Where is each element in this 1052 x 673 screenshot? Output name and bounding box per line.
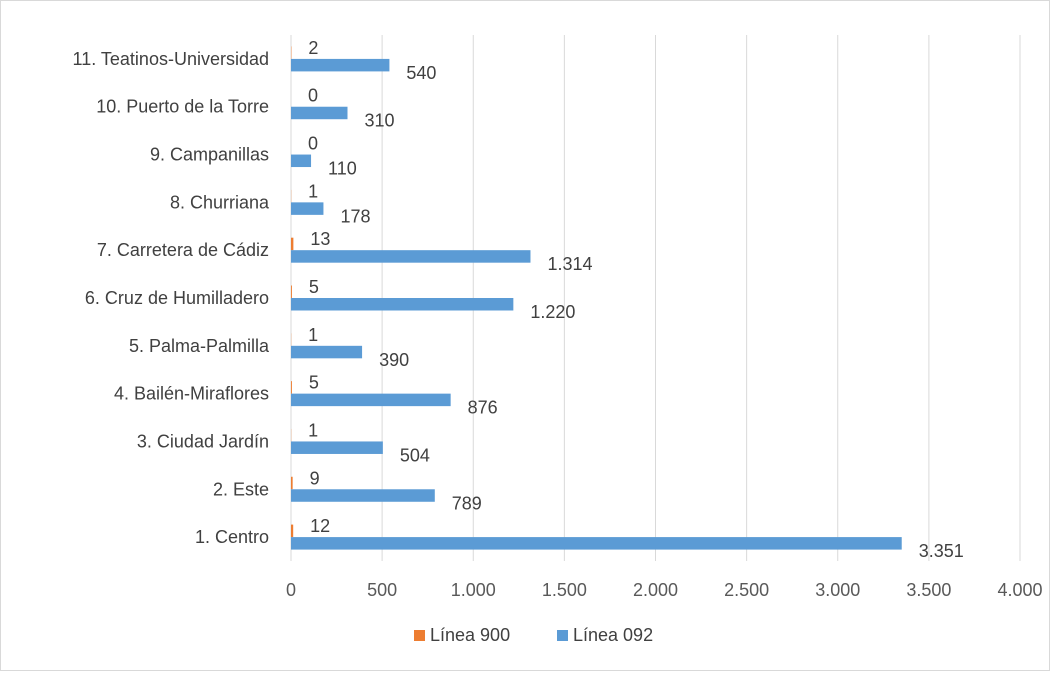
category-label: 10. Puerto de la Torre: [96, 97, 269, 117]
category-label: 2. Este: [213, 479, 269, 499]
data-label-linea-900: 5: [309, 373, 319, 393]
bar-linea-092: [291, 202, 324, 215]
data-label-linea-092: 310: [364, 111, 394, 131]
category-label: 4. Bailén-Miraflores: [114, 384, 269, 404]
legend-label: Línea 092: [573, 625, 653, 645]
bar-linea-092: [291, 393, 451, 407]
legend-label: Línea 900: [430, 625, 510, 645]
bar-linea-900: [291, 381, 292, 394]
value-tick-label: 4.000: [997, 580, 1042, 600]
data-label-linea-092: 3.351: [919, 541, 964, 561]
category-label: 1. Centro: [195, 527, 269, 547]
bar-linea-092: [291, 58, 390, 72]
legend: Línea 900 Línea 092: [414, 625, 653, 645]
legend-swatch: [414, 630, 425, 641]
value-axis-labels: 0 500 1.000 1.500 2.000 2.500 3.000 3.500 4.000: [286, 580, 1043, 600]
data-label-linea-900: 5: [309, 277, 319, 297]
bar-linea-092: [291, 250, 531, 263]
data-label-linea-900: 0: [308, 86, 318, 106]
data-label-linea-092: 390: [379, 350, 409, 370]
bars: [291, 46, 902, 550]
legend-swatch: [557, 630, 568, 641]
value-tick-label: 2.000: [633, 580, 678, 600]
data-label-linea-900: 13: [310, 229, 330, 249]
category-label: 3. Ciudad Jardín: [137, 431, 269, 451]
category-axis-labels: 1. Centro 2. Este 3. Ciudad Jardín 4. Bailé…: [73, 49, 270, 547]
value-tick-label: 0: [286, 580, 296, 600]
category-label: 5. Palma-Palmilla: [129, 336, 270, 356]
data-label-linea-900: 2: [308, 38, 318, 58]
data-label-linea-092: 110: [328, 159, 357, 179]
bar-linea-092: [291, 441, 383, 454]
data-label-linea-900: 12: [310, 516, 330, 536]
bar-linea-092: [291, 154, 312, 168]
data-labels: 12 3.351 9 789 1 504 5 876 1 390 5 1.220 13 1.314 1 178…: [308, 38, 964, 561]
data-label-linea-092: 178: [340, 206, 370, 226]
category-label: 9. Campanillas: [150, 145, 269, 165]
data-label-linea-092: 876: [468, 398, 498, 418]
data-label-linea-900: 1: [308, 181, 318, 201]
bar-linea-900: [291, 524, 294, 538]
bar-linea-092: [291, 345, 363, 359]
data-label-linea-092: 504: [400, 445, 430, 465]
bar-linea-092: [291, 106, 348, 120]
category-label: 6. Cruz de Humilladero: [85, 288, 269, 308]
value-tick-label: 3.000: [815, 580, 860, 600]
data-label-linea-092: 789: [452, 493, 482, 513]
category-label: 8. Churriana: [170, 192, 270, 212]
data-label-linea-092: 540: [406, 63, 436, 83]
value-tick-label: 500: [367, 580, 397, 600]
value-tick-label: 3.500: [906, 580, 951, 600]
data-label-linea-092: 1.220: [530, 302, 575, 322]
category-label: 11. Teatinos-Universidad: [73, 49, 269, 69]
bar-linea-900: [291, 476, 293, 490]
value-tick-label: 1.500: [542, 580, 587, 600]
value-tick-label: 1.000: [451, 580, 496, 600]
data-label-linea-900: 1: [308, 325, 318, 345]
bar-linea-092: [291, 298, 514, 311]
data-label-linea-092: 1.314: [547, 254, 592, 274]
gridlines: [290, 35, 1021, 561]
bar-linea-092: [291, 489, 435, 502]
bar-linea-092: [291, 537, 902, 550]
data-label-linea-900: 1: [308, 420, 318, 440]
value-tick-label: 2.500: [724, 580, 769, 600]
bar-linea-900: [291, 237, 294, 251]
category-label: 7. Carretera de Cádiz: [97, 240, 269, 260]
data-label-linea-900: 9: [310, 468, 320, 488]
data-label-linea-900: 0: [308, 134, 318, 154]
bar-linea-900: [291, 285, 292, 298]
